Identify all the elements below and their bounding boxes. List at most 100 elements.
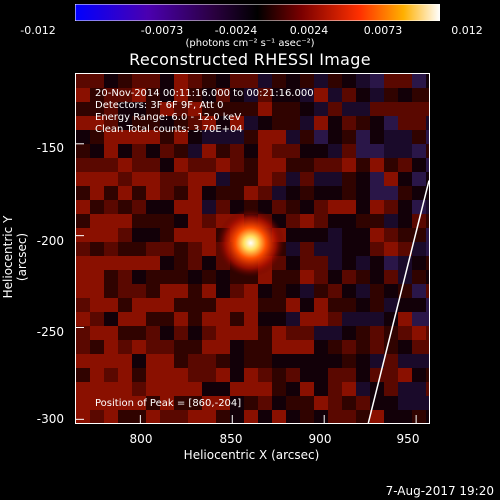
- heatmap-cell: [412, 172, 426, 186]
- heatmap-cell: [76, 354, 90, 368]
- heatmap-cell: [118, 130, 132, 144]
- heatmap-cell: [146, 88, 160, 102]
- heatmap-cell: [160, 410, 174, 423]
- heatmap-cell: [202, 186, 216, 200]
- heatmap-cell: [384, 354, 398, 368]
- heatmap-cell: [314, 228, 328, 242]
- heatmap-cell: [356, 144, 370, 158]
- heatmap-cell: [230, 144, 244, 158]
- heatmap-cell: [328, 312, 342, 326]
- heatmap-cell: [104, 130, 118, 144]
- heatmap-cell: [356, 326, 370, 340]
- heatmap-cell: [174, 354, 188, 368]
- heatmap-cell: [216, 368, 230, 382]
- heatmap-cell: [258, 144, 272, 158]
- heatmap-cell: [342, 340, 356, 354]
- heatmap-cell: [216, 102, 230, 116]
- heatmap-cell: [426, 186, 429, 200]
- heatmap-cell: [216, 298, 230, 312]
- heatmap-cell: [328, 214, 342, 228]
- heatmap-cell: [356, 340, 370, 354]
- heatmap-cell: [384, 186, 398, 200]
- heatmap-cell: [384, 116, 398, 130]
- heatmap-cell: [300, 256, 314, 270]
- heatmap-cell: [426, 116, 429, 130]
- heatmap-cell: [146, 270, 160, 284]
- heatmap-cell: [174, 242, 188, 256]
- heatmap-cell: [118, 116, 132, 130]
- heatmap-cell: [244, 158, 258, 172]
- heatmap-cell: [118, 270, 132, 284]
- heatmap-cell: [174, 284, 188, 298]
- heatmap-cell: [426, 284, 429, 298]
- heatmap-cell: [412, 88, 426, 102]
- heatmap-cell: [412, 144, 426, 158]
- heatmap-cell: [244, 396, 258, 410]
- heatmap-cell: [342, 298, 356, 312]
- heatmap-cell: [132, 270, 146, 284]
- heatmap-cell: [328, 88, 342, 102]
- heatmap-cell: [258, 326, 272, 340]
- heatmap-cell: [426, 312, 429, 326]
- heatmap-cell: [286, 88, 300, 102]
- x-tick-label: 950: [396, 432, 420, 446]
- heatmap-cell: [230, 130, 244, 144]
- heatmap-cell: [76, 74, 90, 88]
- heatmap-cell: [132, 242, 146, 256]
- heatmap-cell: [188, 396, 202, 410]
- heatmap-cell: [216, 172, 230, 186]
- heatmap-cell: [90, 382, 104, 396]
- heatmap-cell: [384, 242, 398, 256]
- heatmap-cell: [412, 354, 426, 368]
- heatmap-cell: [300, 326, 314, 340]
- heatmap-cell: [76, 88, 90, 102]
- heatmap-cell: [244, 88, 258, 102]
- heatmap-cell: [118, 410, 132, 423]
- heatmap-cell: [90, 368, 104, 382]
- heatmap-cell: [370, 88, 384, 102]
- heatmap-cell: [342, 200, 356, 214]
- heatmap-cell: [202, 228, 216, 242]
- heatmap-cell: [160, 270, 174, 284]
- heatmap-cell: [286, 326, 300, 340]
- heatmap-cell: [146, 326, 160, 340]
- heatmap-cell: [412, 326, 426, 340]
- heatmap-cell: [342, 228, 356, 242]
- heatmap-cell: [202, 88, 216, 102]
- heatmap-cell: [174, 130, 188, 144]
- heatmap-cell: [328, 410, 342, 423]
- heatmap-cell: [300, 340, 314, 354]
- heatmap-cell: [328, 102, 342, 116]
- heatmap-cell: [384, 74, 398, 88]
- heatmap-cell: [244, 130, 258, 144]
- heatmap-cell: [188, 354, 202, 368]
- heatmap-cell: [202, 214, 216, 228]
- heatmap-cell: [174, 256, 188, 270]
- heatmap-cell: [216, 326, 230, 340]
- heatmap-cell: [272, 368, 286, 382]
- heatmap-cell: [90, 172, 104, 186]
- heatmap-cell: [384, 144, 398, 158]
- heatmap-cell: [146, 144, 160, 158]
- heatmap-cell: [188, 228, 202, 242]
- heatmap-cell: [412, 186, 426, 200]
- heatmap-cell: [146, 410, 160, 423]
- heatmap-cell: [118, 312, 132, 326]
- heatmap-cell: [272, 270, 286, 284]
- heatmap-cell: [174, 396, 188, 410]
- heatmap-cell: [202, 270, 216, 284]
- heatmap-cell: [202, 144, 216, 158]
- heatmap-cell: [160, 382, 174, 396]
- heatmap-cell: [314, 200, 328, 214]
- heatmap-cell: [160, 326, 174, 340]
- heatmap-cell: [300, 158, 314, 172]
- heatmap-cell: [188, 284, 202, 298]
- heatmap-cell: [398, 144, 412, 158]
- heatmap-cell: [132, 116, 146, 130]
- heatmap-cell: [398, 200, 412, 214]
- heatmap-cell: [160, 88, 174, 102]
- heatmap-cell: [104, 410, 118, 423]
- heatmap-cell: [426, 242, 429, 256]
- heatmap-cell: [118, 158, 132, 172]
- heatmap-image: [76, 74, 429, 423]
